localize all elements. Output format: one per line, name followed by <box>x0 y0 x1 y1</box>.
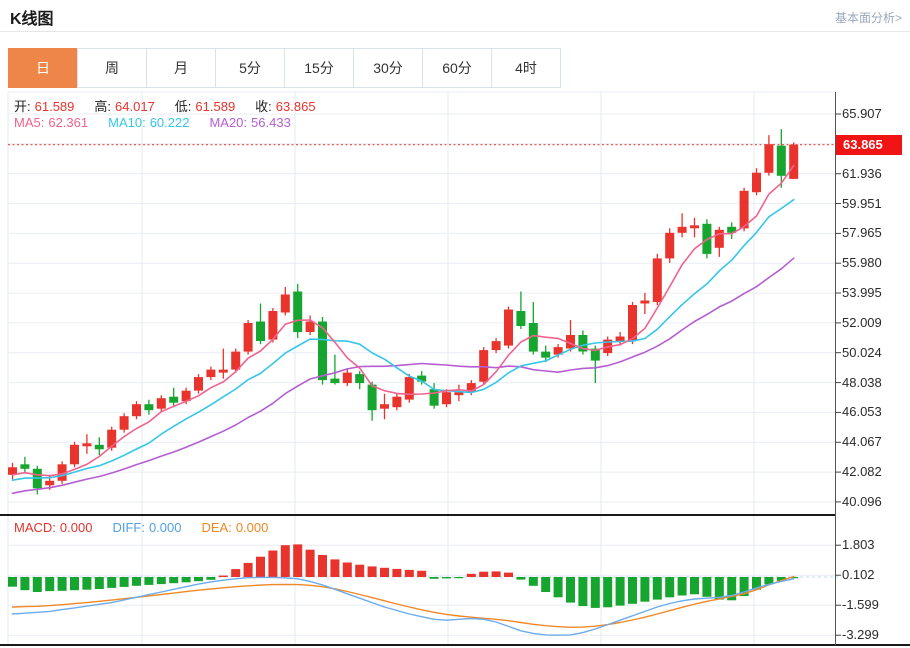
info-label: MA5: <box>14 115 45 130</box>
info-label: 开: <box>14 99 31 114</box>
period-tab-0[interactable]: 日 <box>8 48 78 88</box>
info-value: 0.000 <box>59 520 93 535</box>
info-value: 0.000 <box>148 520 182 535</box>
info-label: 高: <box>94 99 112 114</box>
period-tab-bar: 日周月 5分 15分 30分 60分 4时 <box>8 48 561 88</box>
info-label: 收: <box>255 99 272 114</box>
price-axis-label: 59.951 <box>842 196 882 211</box>
info-label: MA10: <box>108 115 146 130</box>
ohlc-info-row: 开: 61.589 高: 64.017 低: 61.589 收: 63.865 <box>14 96 336 115</box>
price-axis-label: 40.096 <box>842 494 882 509</box>
period-tab-1[interactable]: 周 <box>77 48 147 88</box>
info-value: 63.865 <box>275 99 316 114</box>
period-tab-7[interactable]: 4时 <box>491 48 561 88</box>
fundamental-analysis-link[interactable]: 基本面分析> <box>834 11 902 25</box>
period-tab-3[interactable]: 5分 <box>215 48 285 88</box>
info-value: 0.000 <box>235 520 269 535</box>
period-tab-6[interactable]: 60分 <box>422 48 492 88</box>
info-label: MACD: <box>14 520 56 535</box>
info-value: 62.361 <box>48 115 89 130</box>
page-title: K线图 <box>10 11 54 28</box>
info-label: DEA: <box>201 520 232 535</box>
price-axis-label: 46.053 <box>842 404 882 419</box>
ma-info-row: MA5: 62.361 MA10: 60.222 MA20: 56.433 <box>14 115 311 130</box>
macd-info-row: MACD: 0.000 DIFF: 0.000 DEA: 0.000 <box>14 520 288 535</box>
header-divider <box>0 31 910 32</box>
info-value: 61.589 <box>34 99 75 114</box>
price-axis-label: 44.067 <box>842 434 882 449</box>
info-value: 56.433 <box>251 115 291 130</box>
period-tab-4[interactable]: 15分 <box>284 48 354 88</box>
period-tab-2[interactable]: 月 <box>146 48 216 88</box>
price-axis-label: 65.907 <box>842 106 882 121</box>
price-axis-label: 61.936 <box>842 166 882 181</box>
price-axis-label: 57.965 <box>842 225 882 240</box>
info-label: MA20: <box>209 115 248 130</box>
info-label: 低: <box>174 99 192 114</box>
price-axis-label: 42.082 <box>842 464 882 479</box>
info-label: DIFF: <box>112 520 145 535</box>
macd-axis-label: 1.803 <box>842 537 875 552</box>
info-value: 61.589 <box>195 99 236 114</box>
current-price-badge: 63.865 <box>836 135 902 155</box>
period-tab-5[interactable]: 30分 <box>353 48 423 88</box>
price-axis-label: 53.995 <box>842 285 882 300</box>
info-value: 60.222 <box>149 115 190 130</box>
macd-axis-label: 0.102 <box>842 567 875 582</box>
macd-axis-label: -1.599 <box>842 597 879 612</box>
price-axis-label: 55.980 <box>842 255 882 270</box>
macd-axis-label: -3.299 <box>842 627 879 642</box>
info-value: 64.017 <box>115 99 155 114</box>
price-axis-label: 48.038 <box>842 375 882 390</box>
price-axis-label: 50.024 <box>842 345 882 360</box>
price-axis-label: 52.009 <box>842 315 882 330</box>
